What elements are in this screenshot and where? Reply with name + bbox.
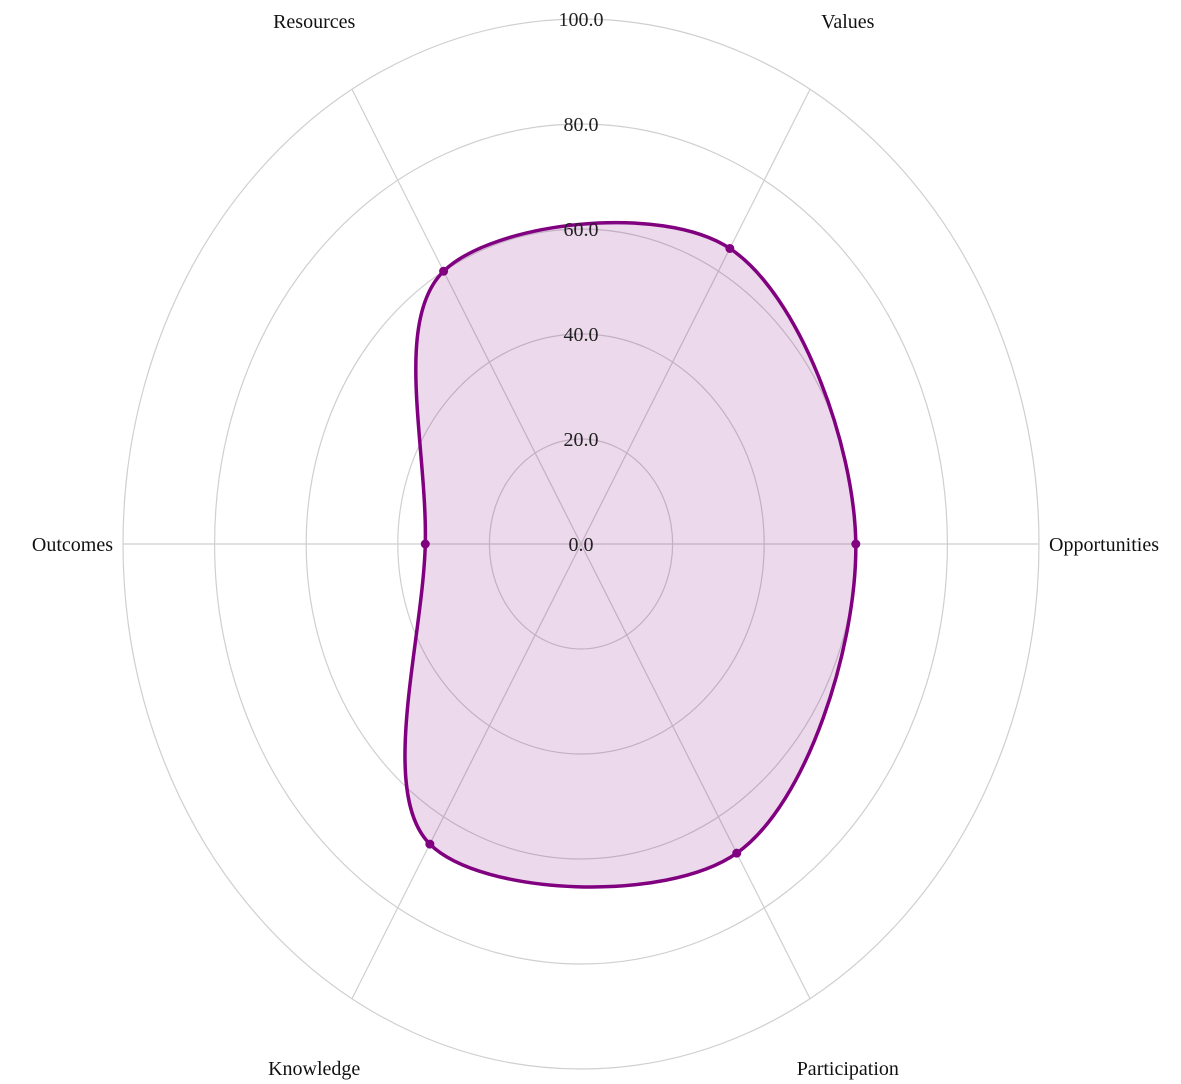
axis-label-knowledge: Knowledge [268,1058,360,1080]
data-point-knowledge[interactable] [425,839,435,849]
grid-spoke [580,89,811,545]
series-layer [403,220,861,889]
data-point-participation[interactable] [732,848,742,858]
tick-label: 20.0 [564,429,599,451]
axis-label-resources: Resources [273,11,355,33]
tick-label: 80.0 [564,114,599,136]
axis-label-opportunities: Opportunities [1049,534,1159,556]
data-point-outcomes[interactable] [420,539,430,549]
data-point-resources[interactable] [439,266,449,276]
axis-label-values: Values [821,11,875,33]
grid-spoke [580,543,811,999]
grid-spoke [351,543,582,999]
tick-labels: 0.0 20.0 40.0 60.0 80.0 100.0 [559,9,604,556]
grid-spoke [351,89,582,545]
axis-labels: Opportunities Values Resources Outcomes Know… [32,11,1159,1080]
axis-label-participation: Participation [797,1058,899,1080]
tick-label: 100.0 [559,9,604,31]
axis-label-outcomes: Outcomes [32,534,113,556]
tick-label: 60.0 [564,219,599,241]
tick-label: 0.0 [569,534,594,556]
tick-label: 40.0 [564,324,599,346]
data-point-values[interactable] [725,243,735,253]
series-area [403,220,858,889]
grid-layer [122,18,1040,1070]
data-point-opportunities[interactable] [851,539,861,549]
